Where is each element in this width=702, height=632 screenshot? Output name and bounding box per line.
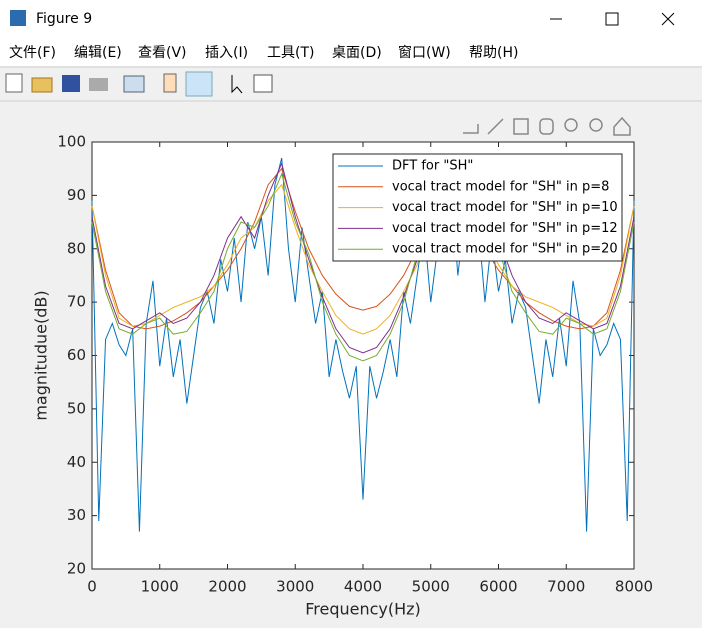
x-tick-label: 8000: [615, 578, 653, 596]
series-line: [91, 172, 635, 362]
menu-item[interactable]: 工具(T): [267, 45, 314, 61]
app-icon: [10, 10, 26, 26]
legend-label: DFT for "SH": [392, 159, 473, 174]
home-button[interactable]: [613, 116, 631, 136]
export-button[interactable]: [463, 124, 479, 134]
print-button[interactable]: [89, 78, 108, 91]
new-button[interactable]: [5, 73, 23, 93]
x-tick-label: 6000: [479, 578, 517, 596]
legend-label: vocal tract model for "SH" in p=12: [392, 221, 618, 236]
title-menu-bg: [0, 0, 702, 66]
maximize-button[interactable]: [605, 12, 619, 26]
legend-label: vocal tract model for "SH" in p=20: [392, 242, 618, 257]
property-button[interactable]: [253, 74, 273, 93]
colorbar-button[interactable]: [163, 73, 177, 93]
x-axis-label: Frequency(Hz): [305, 600, 421, 619]
menu-item[interactable]: 查看(V): [138, 45, 187, 61]
legend-label: vocal tract model for "SH" in p=8: [392, 179, 609, 194]
zoom-in-button[interactable]: [564, 118, 578, 132]
x-tick-label: 7000: [547, 578, 585, 596]
series-line: [91, 183, 635, 335]
legend-label: vocal tract model for "SH" in p=10: [392, 200, 618, 215]
menu-item[interactable]: 帮助(H): [469, 45, 518, 61]
y-tick-label: 80: [67, 239, 86, 257]
y-tick-label: 30: [67, 506, 86, 524]
plot-area: 0 1000 2000 3000 4000 5000 6000 7000 8000 20 30 40 5…: [32, 133, 654, 619]
x-tick-label: 3000: [276, 578, 314, 596]
y-tick-label: 40: [67, 453, 86, 471]
menu-item[interactable]: 窗口(W): [398, 44, 451, 61]
toolbar: [5, 71, 273, 97]
pan-button[interactable]: [539, 118, 554, 135]
zoom-out-button[interactable]: [589, 118, 603, 132]
save-button[interactable]: [62, 75, 80, 92]
brush-button[interactable]: [487, 118, 504, 135]
close-button[interactable]: [661, 12, 675, 26]
y-tick-label: 20: [67, 560, 86, 578]
series-line: [91, 161, 635, 354]
x-tick-label: 0: [87, 578, 97, 596]
series-line: [91, 157, 635, 532]
x-tick-label: 2000: [208, 578, 246, 596]
datatip-button[interactable]: [513, 118, 529, 135]
menu-item[interactable]: 文件(F): [9, 45, 56, 61]
x-tick-label: 1000: [141, 578, 179, 596]
y-tick-label: 60: [67, 346, 86, 364]
link-button[interactable]: [123, 75, 145, 93]
y-tick-label: 100: [57, 133, 86, 151]
legend-button[interactable]: [185, 71, 213, 97]
open-button[interactable]: [31, 77, 53, 93]
axes-toolbar: [463, 116, 631, 136]
y-axis-label: magnitudue(dB): [32, 290, 51, 420]
menu-item[interactable]: 编辑(E): [74, 45, 122, 61]
y-tick-label: 50: [67, 399, 86, 417]
pointer-button[interactable]: [231, 75, 243, 94]
menu-item[interactable]: 插入(I): [205, 45, 248, 61]
y-tick-label: 70: [67, 293, 86, 311]
x-tick-label: 4000: [344, 578, 382, 596]
x-tick-label: 5000: [412, 578, 450, 596]
y-tick-label: 90: [67, 186, 86, 204]
menu-item[interactable]: 桌面(D): [332, 45, 382, 61]
series-line: [91, 167, 635, 330]
menu-bar: 文件(F) 编辑(E) 查看(V) 插入(I) 工具(T) 桌面(D) 窗口(W) 帮助(H): [9, 44, 518, 61]
window-title: Figure 9: [36, 11, 92, 27]
